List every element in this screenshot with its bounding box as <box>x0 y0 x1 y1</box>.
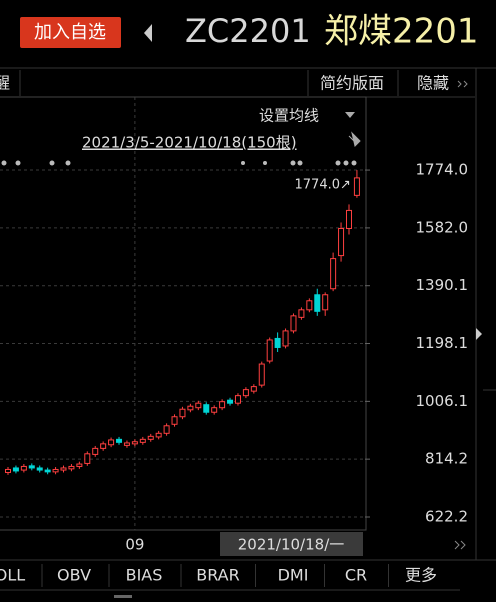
candle-body <box>234 395 241 404</box>
max-label: 1774.0↗ <box>295 178 351 193</box>
x-tick-label: 09 <box>125 536 144 554</box>
indicator-tab[interactable]: BRAR <box>196 566 240 585</box>
candle-body <box>338 227 345 257</box>
side-panel-arrow[interactable] <box>476 328 482 340</box>
candle-body <box>84 453 91 464</box>
event-icon <box>1 160 7 166</box>
indicator-tab[interactable]: OBV <box>57 566 91 585</box>
candle-body <box>147 435 154 440</box>
candle-body <box>314 294 321 312</box>
candle-body <box>290 315 297 332</box>
layout-button[interactable]: 简约版面 <box>320 74 384 93</box>
date-range[interactable]: 2021/3/5-2021/10/18(150根) <box>82 134 297 152</box>
candle-body <box>322 294 329 311</box>
y-tick-label: 1774.0 <box>416 161 469 179</box>
candle-body <box>195 402 202 409</box>
indicator-tab[interactable]: BIAS <box>126 566 163 585</box>
candle-body <box>250 386 257 392</box>
event-icon <box>290 160 296 166</box>
y-tick-label: 1390.1 <box>416 276 469 294</box>
candle-body <box>100 443 107 449</box>
event-icon <box>335 160 341 166</box>
scroll-icon[interactable] <box>454 540 466 550</box>
candle-body <box>116 438 123 443</box>
candle-body <box>12 467 19 472</box>
candle-body <box>211 407 218 413</box>
indicator-tab[interactable]: OLL <box>0 566 25 585</box>
candle-body <box>258 363 265 386</box>
cursor-date-box <box>220 532 363 556</box>
candle-body <box>76 463 83 467</box>
ma-setting[interactable]: 设置均线 <box>259 107 319 125</box>
event-icons <box>1 160 357 166</box>
add-favorite-label: 加入自选 <box>34 22 106 43</box>
chart-frame <box>0 96 367 531</box>
event-icon <box>297 160 303 166</box>
candle-body <box>306 300 313 311</box>
candle-body <box>187 405 194 411</box>
contract-name: 郑煤2201 <box>324 12 479 52</box>
event-icon <box>49 160 55 166</box>
event-icon <box>263 161 267 165</box>
event-icon <box>15 160 21 166</box>
indicator-tab[interactable]: 更多 <box>405 566 437 585</box>
candle-body <box>131 441 138 445</box>
candle-body <box>155 432 162 438</box>
candle-body <box>163 425 170 434</box>
expand-icon[interactable] <box>457 80 468 88</box>
dropdown-icon[interactable] <box>345 112 355 118</box>
indicator-tab[interactable]: CR <box>345 566 367 585</box>
back-arrow[interactable] <box>144 24 152 42</box>
candle-body <box>123 442 130 446</box>
y-tick-label: 1006.1 <box>416 392 469 410</box>
candle-body <box>60 467 67 471</box>
candle-body <box>345 209 352 229</box>
event-icon <box>351 160 357 166</box>
candle-body <box>330 258 337 290</box>
event-icon <box>343 160 349 166</box>
candle-body <box>203 404 210 413</box>
y-tick-label: 814.2 <box>425 450 468 468</box>
toolbar-partial: 醒 <box>0 74 10 93</box>
indicator-tab[interactable]: DMI <box>278 566 309 585</box>
candle-body <box>5 468 11 473</box>
hide-button[interactable]: 隐藏 <box>417 74 449 93</box>
candle-body <box>282 330 289 347</box>
candle-body <box>20 465 27 471</box>
candle-body <box>108 439 115 446</box>
candle-body <box>139 438 146 443</box>
candle-body <box>171 416 178 425</box>
candle-body <box>219 401 226 409</box>
candle-body <box>44 469 51 473</box>
candle-body <box>28 465 35 469</box>
candle-body <box>52 468 59 473</box>
y-tick-label: 622.2 <box>425 507 468 525</box>
candle-body <box>68 465 75 470</box>
candle-body <box>36 467 43 471</box>
candle-body <box>179 408 186 418</box>
candle-body <box>227 399 234 404</box>
event-icon <box>65 160 71 166</box>
x-tick-label: 2021/10/18/一 <box>238 536 345 554</box>
contract-code: ZC2201 <box>185 12 311 50</box>
event-icon <box>241 161 245 165</box>
y-tick-label: 1582.0 <box>416 218 469 236</box>
candle-body <box>274 337 281 348</box>
candle-body <box>353 177 360 196</box>
y-tick-label: 1198.1 <box>416 334 469 352</box>
candle-body <box>266 339 273 362</box>
candle-body <box>298 309 305 318</box>
candle-body <box>92 447 99 455</box>
pin-icon[interactable] <box>348 131 361 147</box>
add-favorite-button[interactable] <box>20 17 121 48</box>
candle-body <box>242 389 249 397</box>
drag-handle[interactable] <box>114 595 132 598</box>
